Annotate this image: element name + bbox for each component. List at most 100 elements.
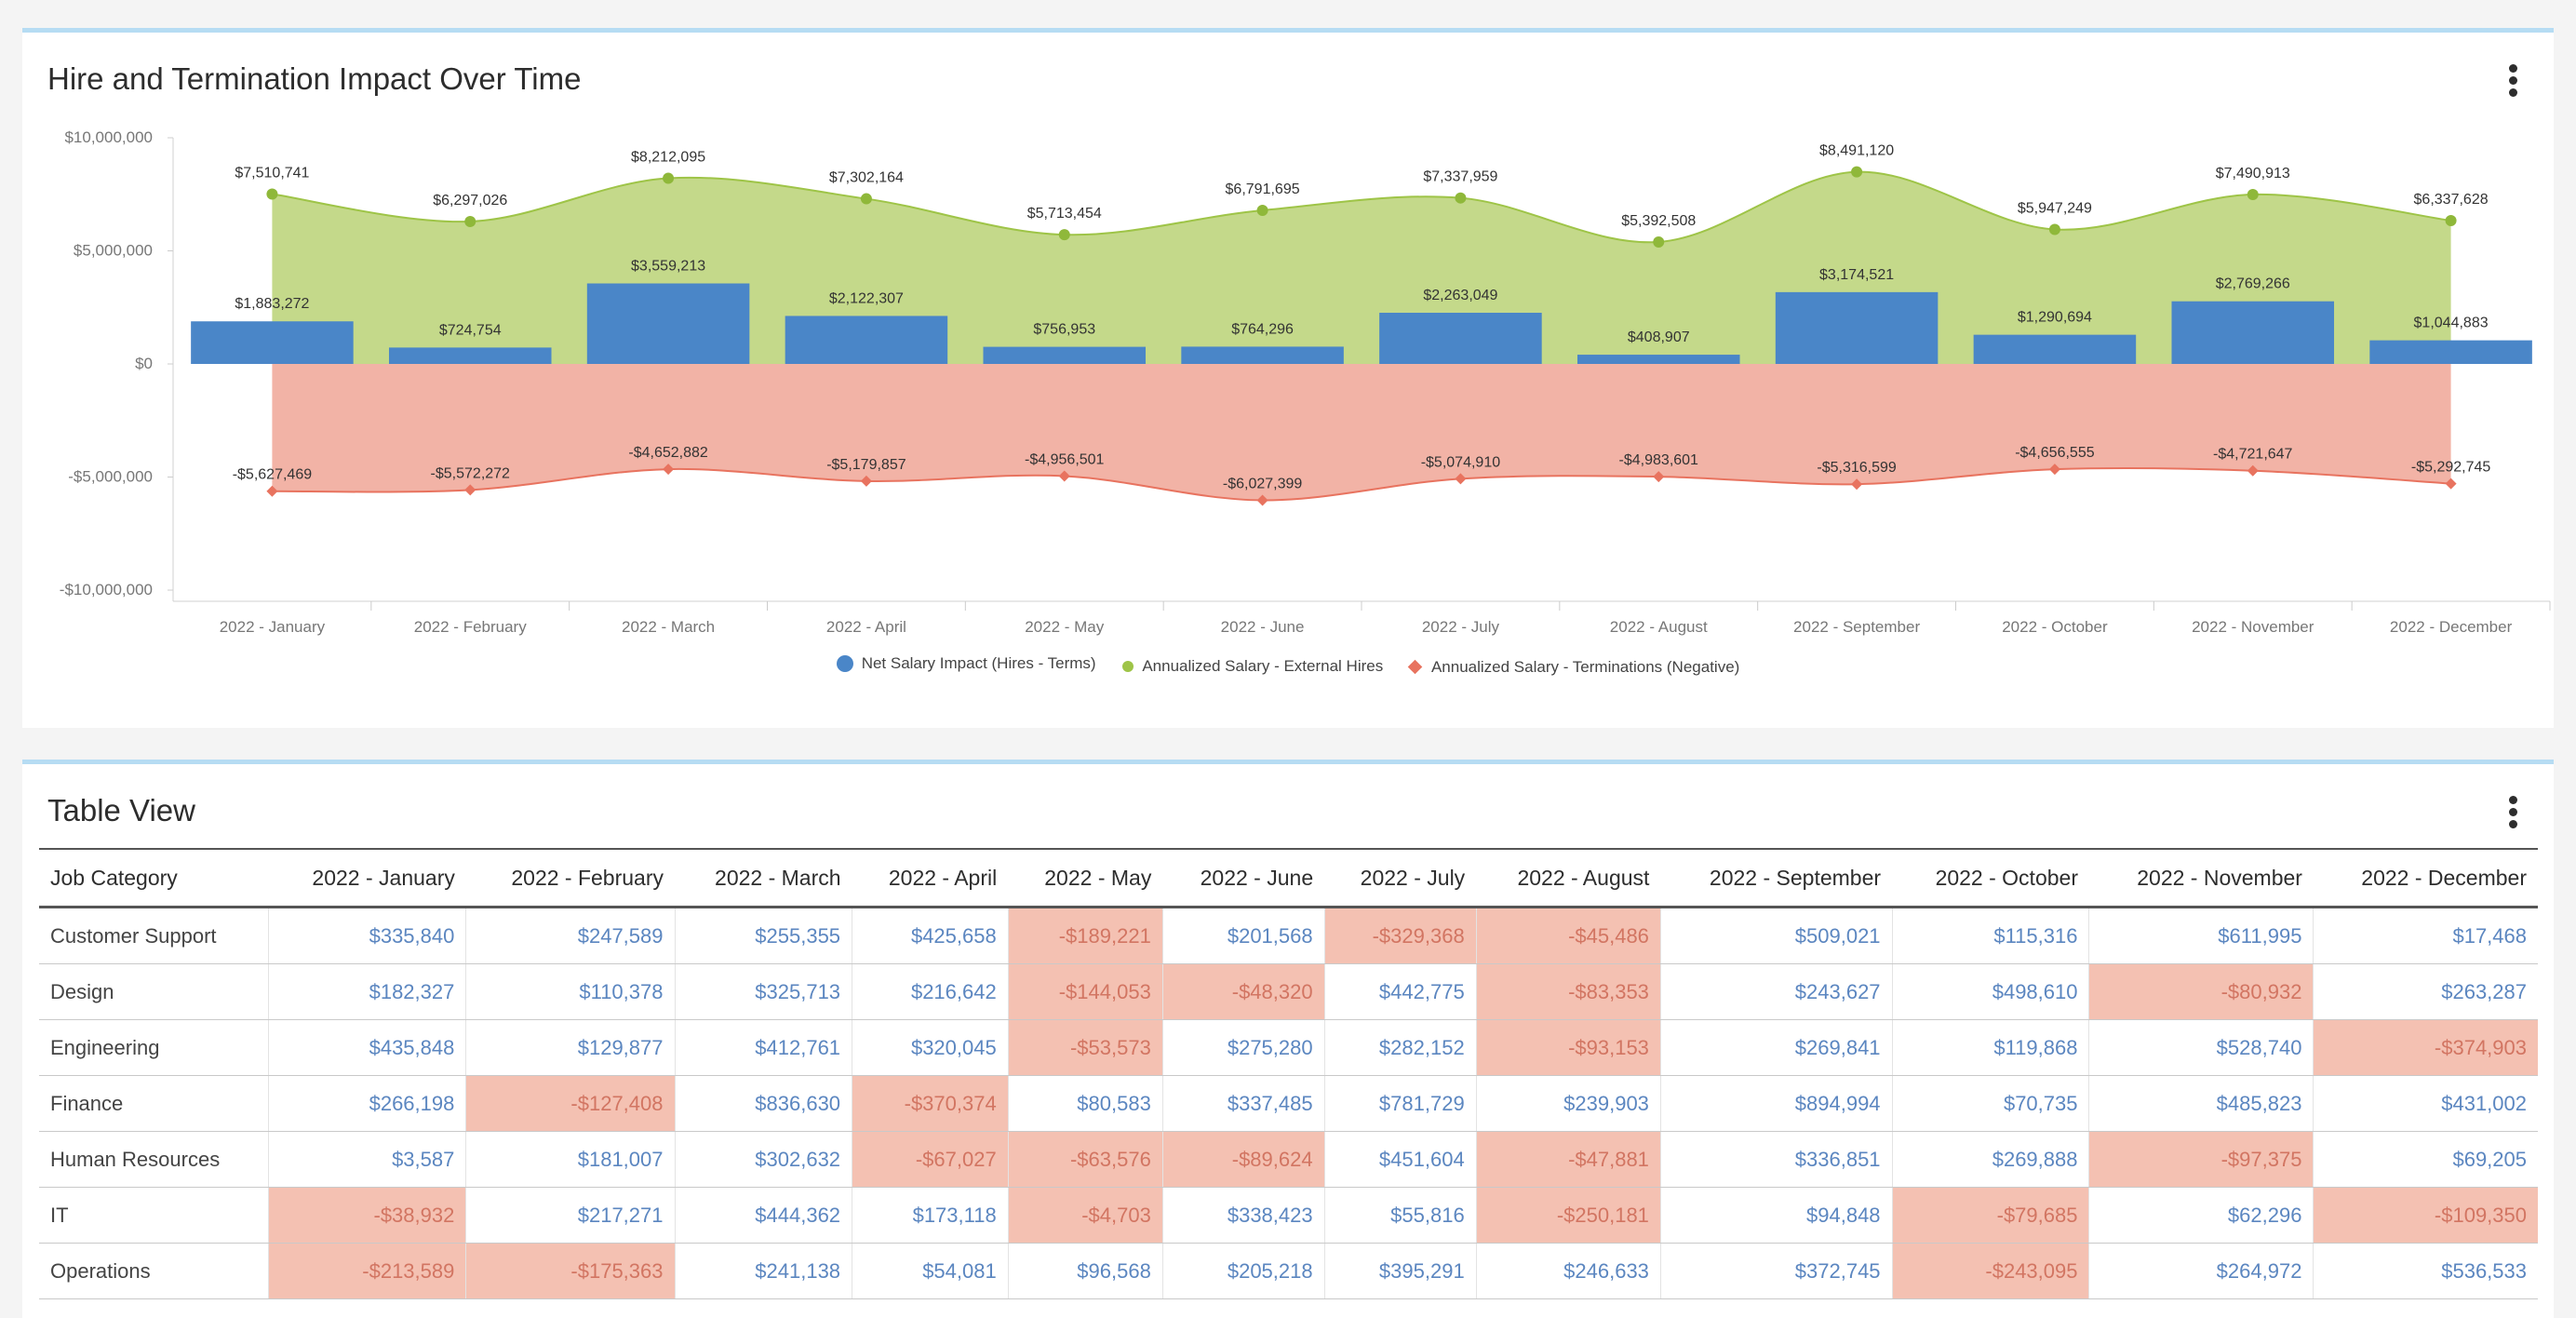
value-cell: $201,568 (1161, 907, 1325, 964)
data-label: $6,297,026 (433, 193, 507, 208)
job-category-cell: Engineering (39, 1019, 269, 1076)
chart-title: Hire and Termination Impact Over Time (47, 61, 582, 96)
terminations-point (2445, 477, 2457, 490)
legend-item-net-salary[interactable]: Net Salary Impact (Hires - Terms) (836, 654, 1096, 673)
value-cell: $372,745 (1659, 1243, 1893, 1299)
table-row: Operations -$213,589 -$175,363 $241,138 $54,… (39, 1243, 2538, 1299)
hires-line (272, 170, 2451, 244)
value-cell: $55,816 (1323, 1187, 1477, 1244)
chart-more-options-icon[interactable] (2507, 64, 2518, 101)
x-tick-label: 2022 - June (1221, 618, 1305, 636)
terminations-point (2247, 464, 2259, 477)
data-label: -$5,572,272 (431, 465, 511, 481)
data-label: -$4,721,647 (2213, 447, 2293, 463)
value-cell: $246,633 (1475, 1243, 1661, 1299)
x-tick-label: 2022 - October (2002, 618, 2108, 636)
net-salary-bar (1181, 346, 1344, 364)
column-header-month[interactable]: 2022 - September (1660, 848, 1893, 908)
job-category-cell: Customer Support (39, 907, 269, 964)
data-label: -$5,292,745 (2411, 460, 2491, 476)
column-header-month[interactable]: 2022 - October (1892, 848, 2089, 908)
value-cell: $485,823 (2088, 1075, 2314, 1132)
hires-point (860, 193, 872, 205)
data-label: $1,044,883 (2414, 316, 2489, 331)
data-label: -$4,652,882 (628, 445, 708, 461)
legend-item-terminations[interactable]: Annualized Salary - Terminations (Negati… (1407, 658, 1739, 677)
table-more-options-icon[interactable] (2507, 796, 2518, 833)
value-cell: $269,841 (1659, 1019, 1893, 1076)
column-header-month[interactable]: 2022 - January (268, 848, 466, 908)
value-cell: $205,218 (1161, 1243, 1325, 1299)
net-salary-bar (2171, 301, 2335, 364)
value-cell: -$63,576 (1007, 1131, 1163, 1188)
value-cell: $444,362 (674, 1187, 852, 1244)
net-salary-bar (388, 347, 552, 364)
job-category-cell: Finance (39, 1075, 269, 1132)
column-header-month[interactable]: 2022 - March (675, 848, 852, 908)
data-label: $6,337,628 (2414, 192, 2489, 208)
column-header-month[interactable]: 2022 - December (2313, 848, 2538, 908)
value-cell: -$38,932 (268, 1187, 466, 1244)
x-tick-label: 2022 - May (1025, 618, 1105, 636)
value-cell: $70,735 (1891, 1075, 2089, 1132)
value-cell: $119,868 (1891, 1019, 2089, 1076)
column-header-month[interactable]: 2022 - May (1008, 848, 1163, 908)
value-cell: $217,271 (465, 1187, 675, 1244)
net-salary-bar (1973, 334, 2137, 364)
data-label: -$4,956,501 (1025, 451, 1105, 467)
data-label: -$4,983,601 (1619, 452, 1699, 468)
value-cell: $243,627 (1659, 963, 1893, 1020)
data-label: $2,122,307 (829, 290, 904, 306)
terminations-point (1256, 494, 1268, 506)
legend-swatch-terminations (1407, 659, 1423, 675)
value-cell: $451,604 (1323, 1131, 1477, 1188)
value-cell: $395,291 (1323, 1243, 1477, 1299)
hires-point (266, 188, 278, 200)
y-tick-label: -$10,000,000 (60, 581, 153, 598)
data-label: $7,490,913 (2216, 166, 2290, 182)
legend-label-hires: Annualized Salary - External Hires (1142, 657, 1384, 675)
value-cell: $264,972 (2088, 1243, 2314, 1299)
value-cell: -$213,589 (268, 1243, 466, 1299)
data-label: $8,491,120 (1819, 143, 1894, 159)
terminations-point (2048, 464, 2060, 476)
value-cell: -$79,685 (1891, 1187, 2089, 1244)
column-header-month[interactable]: 2022 - June (1162, 848, 1325, 908)
table-row: Finance $266,198 -$127,408 $836,630 -$370,37… (39, 1075, 2538, 1132)
value-cell: $54,081 (852, 1243, 1009, 1299)
value-cell: $269,888 (1891, 1131, 2089, 1188)
data-label: $2,263,049 (1423, 288, 1497, 303)
value-cell: -$109,350 (2313, 1187, 2538, 1244)
value-cell: $275,280 (1161, 1019, 1325, 1076)
data-label: $3,559,213 (631, 259, 705, 275)
table-row: Human Resources $3,587 $181,007 $302,632 -$6… (39, 1131, 2538, 1188)
data-label: $408,907 (1628, 330, 1690, 345)
hires-point (2048, 223, 2060, 235)
column-header-month[interactable]: 2022 - February (465, 848, 675, 908)
value-cell: $894,994 (1659, 1075, 1893, 1132)
legend-item-hires[interactable]: Annualized Salary - External Hires (1122, 657, 1383, 676)
column-header-month[interactable]: 2022 - November (2088, 848, 2314, 908)
value-cell: $282,152 (1323, 1019, 1477, 1076)
value-cell: $173,118 (852, 1187, 1009, 1244)
x-tick-label: 2022 - August (1610, 618, 1708, 636)
y-tick-label: -$5,000,000 (68, 468, 153, 486)
value-cell: $129,877 (465, 1019, 675, 1076)
net-salary-bar (1379, 313, 1542, 364)
value-cell: -$374,903 (2313, 1019, 2538, 1076)
column-header-month[interactable]: 2022 - August (1476, 848, 1661, 908)
data-label: -$5,179,857 (826, 457, 906, 473)
value-cell: $302,632 (674, 1131, 852, 1188)
terminations-point (1455, 473, 1467, 485)
value-cell: $836,630 (674, 1075, 852, 1132)
column-header-month[interactable]: 2022 - July (1324, 848, 1477, 908)
value-cell: $96,568 (1007, 1243, 1163, 1299)
column-header-job-category[interactable]: Job Category (39, 848, 269, 908)
terminations-point (1653, 471, 1665, 483)
column-header-month[interactable]: 2022 - April (852, 848, 1009, 908)
value-cell: $335,840 (268, 907, 466, 964)
legend-label-net: Net Salary Impact (Hires - Terms) (861, 654, 1096, 672)
data-label: $6,791,695 (1226, 182, 1300, 197)
y-tick-label: $10,000,000 (64, 128, 153, 146)
value-cell: -$250,181 (1475, 1187, 1661, 1244)
